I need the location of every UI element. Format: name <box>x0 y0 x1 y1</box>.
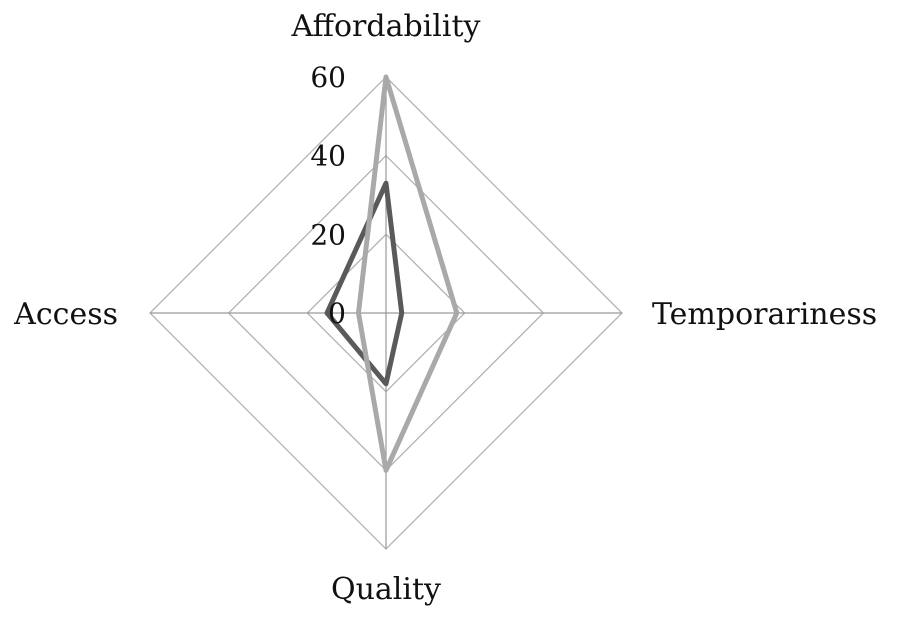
category-label-temporariness: Temporariness <box>652 297 877 332</box>
category-labels: Affordability Temporariness Quality Access <box>13 9 877 607</box>
tick-label-40: 40 <box>310 140 346 173</box>
radar-axes <box>150 77 622 549</box>
series-2-line <box>355 74 460 473</box>
radial-tick-labels: 0 20 40 60 <box>310 61 346 330</box>
tick-label-20: 20 <box>310 218 346 251</box>
series-1-line <box>324 180 405 387</box>
category-label-affordability: Affordability <box>291 9 481 44</box>
radar-series <box>324 74 460 473</box>
category-label-quality: Quality <box>331 572 441 607</box>
tick-label-60: 60 <box>310 61 346 94</box>
tick-label-0: 0 <box>328 297 346 330</box>
category-label-access: Access <box>13 297 118 332</box>
